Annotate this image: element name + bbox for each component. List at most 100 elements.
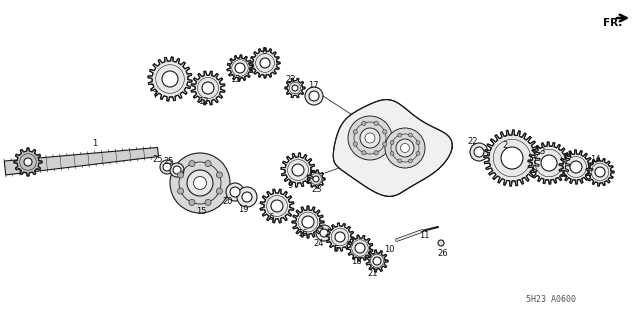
Circle shape xyxy=(320,229,328,237)
Circle shape xyxy=(189,160,195,167)
Circle shape xyxy=(353,130,357,134)
Circle shape xyxy=(305,87,323,105)
Polygon shape xyxy=(14,148,42,176)
Circle shape xyxy=(353,142,357,146)
Circle shape xyxy=(309,91,319,101)
Circle shape xyxy=(348,116,392,160)
Circle shape xyxy=(226,183,244,201)
Circle shape xyxy=(329,226,351,248)
Circle shape xyxy=(397,159,402,163)
Circle shape xyxy=(373,257,381,265)
Circle shape xyxy=(216,172,223,178)
Text: 18: 18 xyxy=(351,256,362,265)
Polygon shape xyxy=(281,153,315,187)
Text: 22: 22 xyxy=(285,75,296,84)
Text: 16: 16 xyxy=(297,229,307,239)
Polygon shape xyxy=(260,189,294,223)
Circle shape xyxy=(470,143,488,161)
Circle shape xyxy=(235,63,245,73)
Polygon shape xyxy=(528,142,570,184)
Circle shape xyxy=(316,225,332,241)
Circle shape xyxy=(408,159,412,163)
Polygon shape xyxy=(250,48,280,78)
Text: 1: 1 xyxy=(92,138,98,147)
Circle shape xyxy=(287,80,303,95)
Text: 15: 15 xyxy=(196,206,206,216)
Polygon shape xyxy=(148,57,192,101)
Circle shape xyxy=(187,170,213,196)
Circle shape xyxy=(563,154,589,180)
Circle shape xyxy=(170,163,184,177)
Circle shape xyxy=(397,133,402,137)
Circle shape xyxy=(162,71,178,87)
Circle shape xyxy=(170,153,230,213)
Circle shape xyxy=(374,151,378,155)
Circle shape xyxy=(532,146,566,180)
Text: 25: 25 xyxy=(153,155,163,165)
Circle shape xyxy=(195,75,221,101)
Text: 19: 19 xyxy=(237,204,248,213)
Text: 25: 25 xyxy=(164,157,174,166)
Circle shape xyxy=(230,58,250,78)
Polygon shape xyxy=(191,71,225,105)
Circle shape xyxy=(173,166,181,174)
Text: 14: 14 xyxy=(589,155,600,165)
Text: 12: 12 xyxy=(198,97,208,106)
Text: 7: 7 xyxy=(152,92,157,100)
Text: FR.: FR. xyxy=(603,18,622,28)
Text: 22: 22 xyxy=(468,137,478,146)
Circle shape xyxy=(360,128,380,148)
Polygon shape xyxy=(326,223,354,251)
Text: 13: 13 xyxy=(230,76,240,85)
Polygon shape xyxy=(484,130,540,186)
Circle shape xyxy=(177,172,184,178)
Circle shape xyxy=(285,157,311,183)
Circle shape xyxy=(230,187,240,197)
Polygon shape xyxy=(333,100,452,197)
Circle shape xyxy=(292,85,298,91)
Polygon shape xyxy=(307,170,325,188)
Circle shape xyxy=(408,133,412,137)
Circle shape xyxy=(335,232,345,242)
Circle shape xyxy=(193,176,207,189)
Circle shape xyxy=(369,253,385,269)
Circle shape xyxy=(296,210,320,234)
Text: 21: 21 xyxy=(368,269,378,278)
Circle shape xyxy=(489,135,535,181)
Circle shape xyxy=(416,141,420,145)
Circle shape xyxy=(362,151,366,155)
Text: 24: 24 xyxy=(314,240,324,249)
Circle shape xyxy=(163,163,171,171)
Circle shape xyxy=(202,82,214,94)
Circle shape xyxy=(589,161,611,183)
Circle shape xyxy=(595,167,605,177)
Circle shape xyxy=(313,176,319,182)
Text: 26: 26 xyxy=(438,249,448,257)
Polygon shape xyxy=(285,78,305,98)
Circle shape xyxy=(374,121,378,125)
Circle shape xyxy=(292,164,304,176)
Circle shape xyxy=(271,200,283,212)
Text: 4: 4 xyxy=(566,152,572,160)
Circle shape xyxy=(396,139,414,157)
Circle shape xyxy=(383,142,387,146)
Circle shape xyxy=(216,188,223,194)
Circle shape xyxy=(205,160,211,167)
Circle shape xyxy=(362,121,366,125)
Circle shape xyxy=(350,238,370,258)
Circle shape xyxy=(242,192,252,202)
Circle shape xyxy=(383,130,387,134)
Text: 6: 6 xyxy=(268,212,274,221)
Text: 5: 5 xyxy=(333,246,339,255)
Circle shape xyxy=(390,152,394,155)
Circle shape xyxy=(355,243,365,253)
Polygon shape xyxy=(559,150,593,184)
Circle shape xyxy=(160,160,174,174)
Polygon shape xyxy=(347,235,373,261)
Circle shape xyxy=(541,155,557,171)
Circle shape xyxy=(189,199,195,205)
Circle shape xyxy=(17,151,39,173)
Text: 10: 10 xyxy=(384,246,394,255)
Circle shape xyxy=(474,147,484,157)
Circle shape xyxy=(570,161,582,173)
